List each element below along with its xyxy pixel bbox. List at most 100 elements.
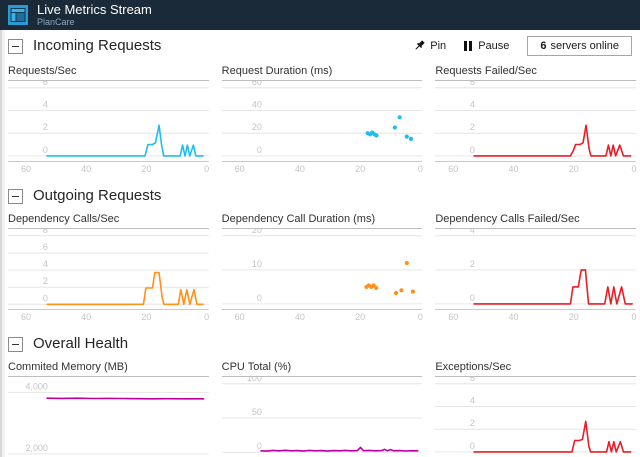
header-titles: Live Metrics Stream PlanCare — [37, 2, 152, 28]
y-tick-label: 0 — [43, 293, 48, 303]
x-tick-label: 40 — [508, 312, 519, 322]
x-tick-label: 40 — [81, 164, 92, 174]
chart-canvas: 2,000 4,000 — [8, 381, 209, 455]
x-tick-label: 60 — [20, 312, 31, 322]
chart-canvas: 0 50 100 — [221, 377, 423, 453]
x-tick-label: 60 — [448, 312, 459, 322]
chart-title: Dependency Calls Failed/Sec — [435, 212, 636, 229]
x-axis-labels: 60 40 20 0 — [435, 311, 636, 322]
y-tick-label: 0 — [257, 441, 262, 451]
collapse-section-icon[interactable] — [8, 336, 23, 352]
section-title: Overall Health — [33, 335, 129, 352]
pause-label: Pause — [478, 40, 510, 52]
x-tick-label: 0 — [204, 164, 210, 174]
y-tick-label: 0 — [470, 145, 475, 155]
app-subtitle: PlanCare — [37, 17, 75, 27]
servers-label: servers online — [550, 40, 619, 52]
x-tick-label: 0 — [631, 312, 637, 322]
collapse-section-icon[interactable] — [8, 188, 23, 204]
x-tick-label: 20 — [141, 164, 152, 174]
x-tick-label: 20 — [355, 312, 366, 322]
y-tick-label: 6 — [43, 81, 48, 87]
x-tick-label: 0 — [417, 312, 423, 322]
y-tick-label: 2 — [43, 276, 48, 286]
pin-icon — [415, 40, 425, 50]
left-edge-divider — [0, 30, 5, 457]
y-tick-label: 4 — [43, 259, 48, 269]
y-tick-label: 0 — [257, 293, 262, 303]
y-tick-label: 4 — [470, 395, 475, 405]
x-tick-label: 60 — [234, 164, 245, 174]
section-title: Outgoing Requests — [33, 187, 162, 204]
servers-online-button[interactable]: 6 servers online — [527, 36, 632, 56]
x-axis-labels: 60 40 20 0 — [8, 163, 209, 174]
minus-glyph — [12, 195, 19, 197]
y-tick-label: 6 — [470, 377, 475, 383]
live-metrics-icon — [8, 5, 28, 25]
minus-glyph — [12, 45, 19, 47]
x-tick-label: 40 — [508, 164, 519, 174]
y-tick-label: 40 — [252, 99, 262, 109]
app-header: Live Metrics Stream PlanCare — [0, 0, 640, 30]
y-tick-label: 6 — [43, 242, 48, 252]
chart-title: CPU Total (%) — [221, 360, 423, 377]
y-tick-label: 2 — [470, 259, 475, 269]
y-tick-label: 0 — [470, 293, 475, 303]
y-tick-label: 50 — [252, 407, 262, 417]
chart-dependency-calls-failed-sec: Dependency Calls Failed/Sec 0 2 4 60 40 20 0 — [435, 212, 637, 322]
chart-title: Exceptions/Sec — [435, 360, 636, 377]
pin-button[interactable]: Pin — [414, 40, 446, 52]
minus-glyph — [12, 343, 19, 345]
chart-canvas: 0 2 4 6 8 — [8, 229, 209, 310]
x-tick-label: 60 — [234, 312, 245, 322]
chart-dependency-call-duration: Dependency Call Duration (ms) 0 10 20 60 40 20… — [221, 212, 423, 322]
chart-title: Dependency Calls/Sec — [8, 212, 209, 229]
servers-count: 6 — [540, 40, 547, 52]
x-tick-label: 0 — [417, 164, 423, 174]
chart-title: Commited Memory (MB) — [8, 360, 209, 377]
incoming-requests-charts: Requests/Sec 0 2 4 6 60 40 20 0 Request Duration … — [0, 62, 640, 174]
y-tick-label: 0 — [43, 145, 48, 155]
chart-cpu-total: CPU Total (%)0501006040200 — [221, 360, 423, 457]
pause-icon — [464, 41, 474, 51]
overall-health-charts: Commited Memory (MB)2,0004,0006040200CPU… — [0, 358, 640, 457]
y-tick-label: 4,000 — [25, 381, 47, 391]
section-header-incoming-requests: Incoming Requests Pin Pause 6 servers on — [0, 30, 640, 62]
x-axis-labels: 60 40 20 0 — [8, 311, 209, 322]
chart-canvas: 0 10 20 — [221, 229, 423, 310]
chart-title: Dependency Call Duration (ms) — [221, 212, 423, 229]
y-tick-label: 6 — [470, 81, 475, 87]
y-tick-label: 4 — [470, 99, 475, 109]
chart-canvas: 0 2 4 6 — [435, 81, 636, 162]
collapse-section-icon[interactable] — [8, 38, 23, 54]
chart-requests-sec: Requests/Sec 0 2 4 6 6 0 40 20 0 — [8, 64, 209, 174]
x-axis-labels: 60 40 20 0 — [435, 163, 636, 174]
pin-label: Pin — [430, 40, 447, 52]
x-tick-label: 40 — [294, 312, 305, 322]
section-controls: Pin Pause 6 servers online — [396, 36, 632, 56]
y-tick-label: 2 — [470, 122, 475, 132]
x-tick-label: 20 — [568, 164, 579, 174]
y-tick-label: 0 — [257, 145, 262, 155]
y-tick-label: 100 — [247, 377, 262, 383]
x-tick-label: 20 — [141, 312, 152, 322]
y-tick-label: 20 — [252, 229, 262, 235]
x-tick-label: 40 — [81, 312, 92, 322]
y-tick-label: 4 — [470, 229, 475, 235]
chart-canvas: 0 20 40 60 — [221, 81, 423, 162]
section-title: Incoming Requests — [33, 37, 162, 54]
x-tick-label: 40 — [294, 164, 305, 174]
chart-canvas: 0 2 4 — [435, 229, 636, 310]
y-tick-label: 4 — [43, 99, 48, 109]
page-title: Live Metrics Stream — [37, 2, 152, 17]
chart-title: Requests/Sec — [8, 64, 209, 81]
y-tick-label: 20 — [252, 122, 262, 132]
y-tick-label: 8 — [43, 229, 48, 235]
chart-canvas: 0 2 4 6 — [8, 81, 209, 162]
section-header-outgoing-requests: Outgoing Requests — [0, 174, 640, 210]
x-tick-label: 20 — [355, 164, 366, 174]
pause-button[interactable]: Pause — [464, 40, 509, 52]
y-tick-label: 2 — [43, 122, 48, 132]
section-header-overall-health: Overall Health — [0, 322, 640, 358]
